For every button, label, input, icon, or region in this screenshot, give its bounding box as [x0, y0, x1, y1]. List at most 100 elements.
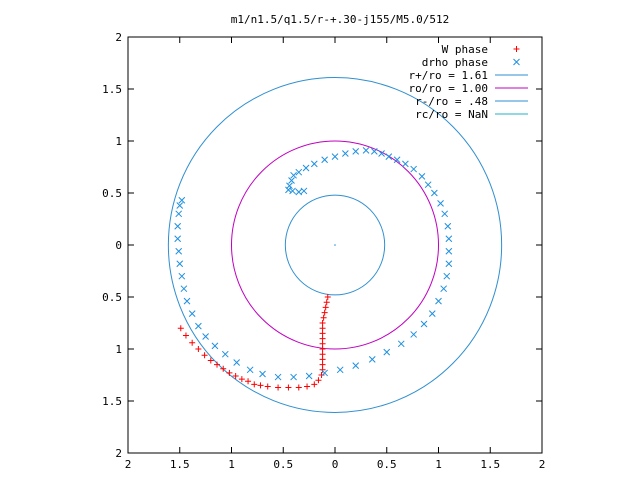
data-point: [319, 366, 326, 373]
data-point: [178, 272, 186, 280]
data-point: [175, 210, 183, 218]
data-point: [295, 188, 303, 196]
data-point: [176, 202, 184, 209]
data-point: [264, 383, 271, 390]
x-tick-label: 0.5: [377, 458, 397, 471]
data-point: [321, 156, 329, 164]
data-point: [238, 376, 245, 383]
legend-label: r+/ro = 1.61: [409, 69, 488, 82]
data-point: [300, 187, 308, 195]
data-point: [319, 351, 326, 358]
data-point: [352, 362, 360, 369]
data-point: [295, 384, 302, 391]
data-point: [370, 148, 378, 155]
series-drho-phase: [174, 147, 453, 381]
data-point: [362, 147, 370, 154]
data-point: [286, 182, 293, 190]
data-point: [304, 383, 311, 390]
y-tick-label: 1: [115, 135, 122, 148]
data-point: [178, 196, 186, 204]
series-w-phase: [177, 294, 331, 391]
x-tick-label: 2: [125, 458, 132, 471]
data-point: [214, 361, 221, 368]
data-point: [295, 168, 303, 176]
data-point: [288, 177, 295, 184]
data-point: [319, 356, 326, 363]
legend-label: drho phase: [422, 56, 488, 69]
data-point: [211, 342, 219, 350]
data-point: [202, 333, 209, 340]
y-tick-label: 1.5: [102, 395, 122, 408]
x-axis-ticks: 2 1.5 1 0.5 0 0.5 1 1.5 2: [125, 37, 546, 471]
data-point: [443, 272, 451, 280]
data-point: [305, 372, 313, 380]
data-point: [321, 369, 329, 377]
x-tick-label: 1: [228, 458, 235, 471]
data-point: [302, 164, 310, 172]
origin-point: [334, 244, 336, 246]
data-point: [232, 373, 239, 380]
data-series: [174, 147, 453, 391]
data-point: [290, 171, 297, 179]
data-point: [174, 222, 182, 230]
data-point: [182, 332, 189, 339]
x-tick-label: 2: [539, 458, 546, 471]
data-point: [420, 320, 428, 328]
y-tick-label: 2: [115, 31, 122, 44]
circle-r-ro-1-61: [167, 77, 503, 413]
data-point: [445, 247, 453, 255]
legend-label: r-/ro = .48: [415, 95, 488, 108]
data-point: [393, 156, 401, 164]
y-tick-label: 0.5: [102, 187, 122, 200]
y-tick-label: 2: [115, 447, 122, 460]
legend-label: W phase: [442, 43, 488, 56]
data-point: [397, 340, 405, 348]
data-point: [418, 173, 426, 180]
data-point: [319, 335, 326, 342]
legend-label: ro/ro = 1.00: [409, 82, 488, 95]
circle-r-ro-48: [284, 194, 386, 296]
data-point: [318, 372, 325, 378]
data-point: [440, 285, 448, 293]
data-point: [285, 384, 292, 391]
data-point: [437, 200, 444, 207]
data-point: [319, 330, 326, 337]
data-point: [180, 285, 188, 293]
data-point: [257, 382, 264, 389]
x-tick-label: 1.5: [170, 458, 190, 471]
data-point: [431, 189, 438, 197]
data-point: [444, 222, 452, 230]
data-point: [315, 377, 322, 384]
radius-circles: [167, 77, 503, 413]
data-point: [324, 294, 331, 300]
data-point: [385, 153, 393, 160]
data-point: [320, 314, 327, 321]
data-point: [319, 320, 326, 326]
legend-sample-marker: [513, 58, 520, 66]
data-point: [428, 310, 436, 317]
data-point: [195, 346, 202, 352]
data-point: [319, 361, 326, 368]
data-point: [445, 260, 453, 268]
data-point: [251, 381, 258, 388]
data-point: [245, 378, 252, 385]
data-point: [195, 322, 202, 330]
data-point: [189, 339, 196, 346]
data-point: [445, 235, 453, 243]
data-point: [175, 247, 183, 255]
data-point: [220, 365, 227, 372]
data-point: [402, 160, 409, 168]
data-point: [319, 340, 326, 347]
y-axis-ticks: 2 1.5 1 0.5 0 0.5 1 1.5 2: [102, 31, 542, 460]
data-point: [259, 370, 266, 378]
data-point: [274, 373, 282, 381]
data-point: [319, 325, 326, 332]
y-tick-label: 0: [115, 239, 122, 252]
data-point: [331, 153, 339, 160]
data-point: [322, 304, 329, 311]
data-point: [207, 357, 214, 364]
data-point: [285, 186, 292, 194]
data-point: [319, 346, 326, 352]
